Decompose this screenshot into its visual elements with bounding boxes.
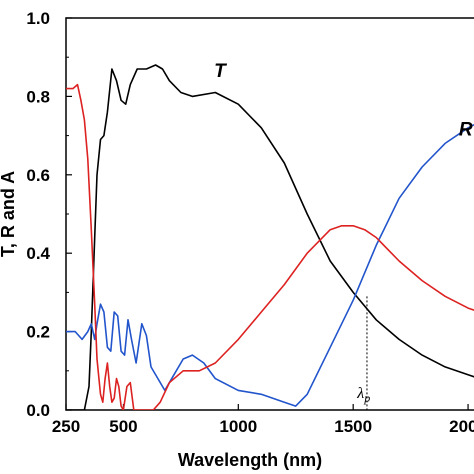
y-tick-label: 0.4	[26, 244, 50, 263]
series-line-t	[66, 64, 474, 410]
x-tick-label: 1500	[334, 417, 372, 436]
plot-frame	[65, 17, 474, 411]
series-label-t: T	[214, 61, 227, 82]
y-tick-label: 1.0	[26, 9, 50, 28]
y-tick-label: 0.6	[26, 166, 50, 185]
lambda-p-subscript: p	[363, 391, 370, 405]
series-line-a	[66, 83, 474, 410]
series-label-r: R	[459, 120, 473, 141]
y-tick-label: 0.8	[26, 87, 50, 106]
y-tick-label: 0.2	[26, 323, 50, 342]
lambda-p-symbol: λ	[356, 385, 364, 402]
x-tick-label: 1000	[219, 417, 257, 436]
y-axis-title: T, R and A	[0, 171, 18, 257]
lambda-p-label: λp	[356, 385, 370, 405]
x-tick-label: 500	[109, 417, 137, 436]
x-axis-title: Wavelength (nm)	[178, 450, 322, 470]
series-line-r	[66, 123, 474, 407]
y-tick-label: 0.0	[26, 401, 50, 420]
x-tick-label: 250	[52, 417, 80, 436]
